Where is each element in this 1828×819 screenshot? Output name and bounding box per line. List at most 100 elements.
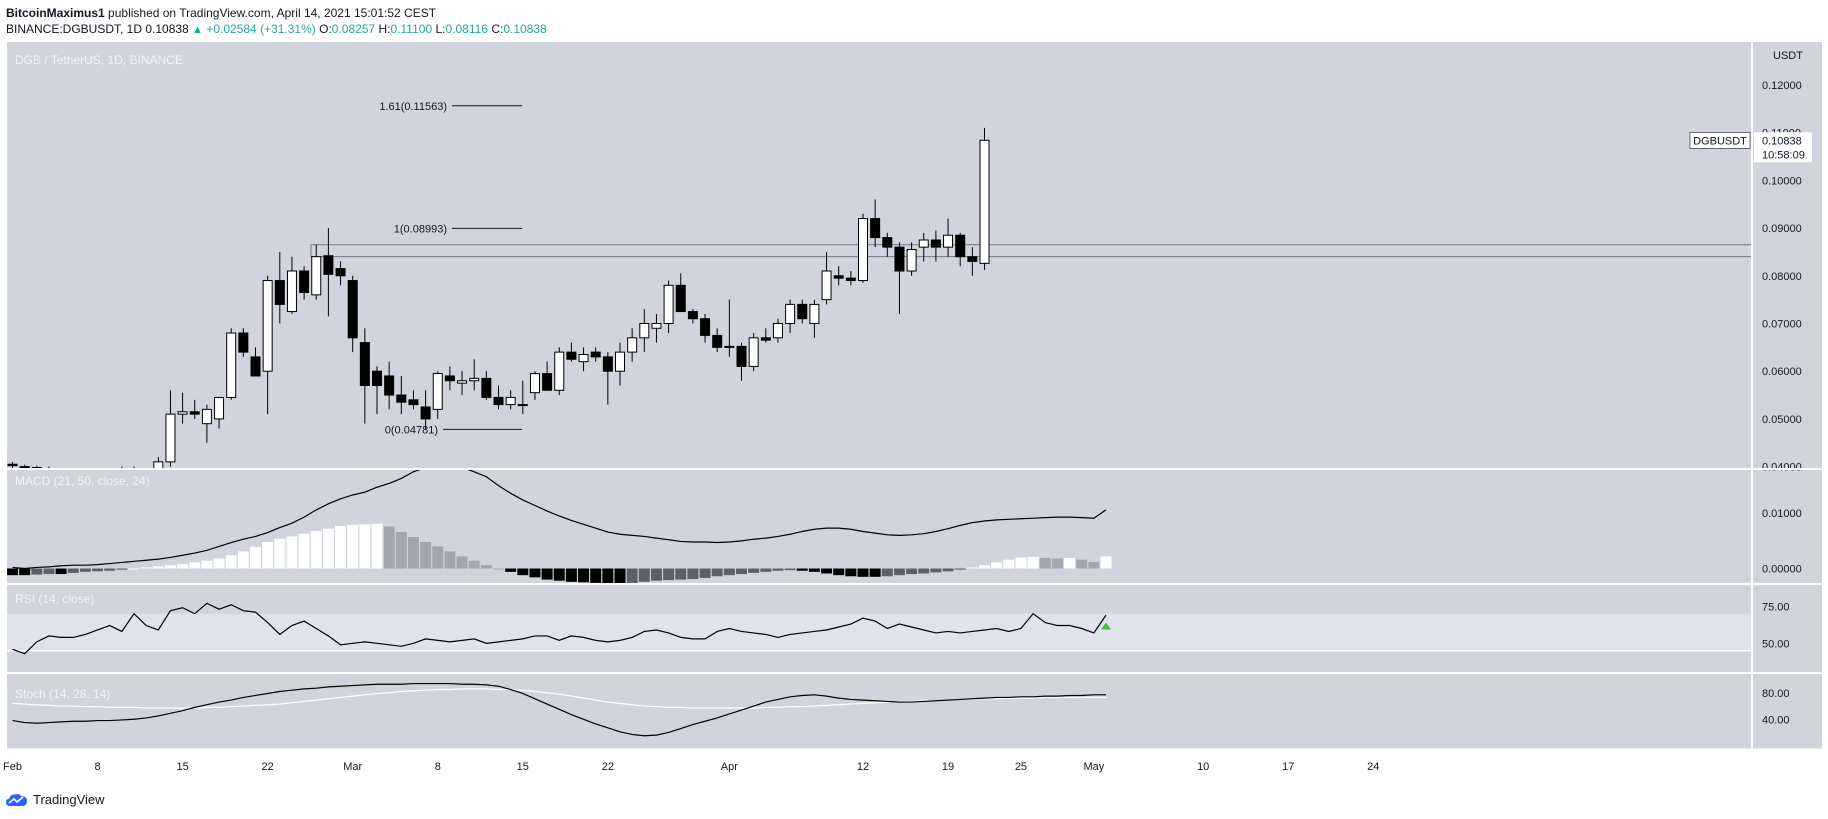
candle-body-up (529, 373, 540, 394)
candle-body-down (542, 373, 553, 391)
candle (700, 313, 711, 343)
macd-histogram-bar (310, 530, 322, 569)
macd-histogram-bar (1064, 558, 1076, 569)
macd-histogram-bar (262, 541, 274, 569)
stoch-pane-title: Stoch (14, 28, 14) (15, 687, 110, 701)
time-axis-tick-label: 8 (94, 761, 100, 773)
candle (566, 342, 577, 362)
macd-pane[interactable]: 0.00000 0.01000 (7, 465, 1802, 584)
price-axis-tick-label: 0.09000 (1762, 223, 1802, 235)
candle-body-down (955, 234, 966, 258)
macd-histogram-bar (1088, 561, 1100, 569)
macd-histogram-bar (942, 568, 954, 572)
time-axis-tick-label: 10 (1197, 761, 1209, 773)
macd-histogram-bar (736, 568, 747, 575)
up-triangle-icon: ▲ (192, 24, 203, 36)
macd-histogram-bar (371, 523, 383, 569)
time-axis-tick-label: Apr (721, 761, 738, 773)
macd-histogram-bar (201, 560, 213, 569)
candle-body-down (299, 270, 310, 293)
candle (627, 328, 638, 362)
time-axis-tick-label: Mar (343, 761, 362, 773)
macd-histogram-bar (79, 568, 91, 572)
macd-histogram-bar (225, 555, 237, 569)
symbol-name[interactable]: BINANCE:DGBUSDT, 1D (6, 22, 143, 36)
macd-histogram-bar (213, 558, 225, 569)
candle (493, 385, 504, 410)
rsi-plot-area (7, 584, 1752, 673)
candle-body-down (833, 275, 844, 279)
candle (262, 275, 273, 415)
macd-histogram-bar (104, 568, 116, 571)
rsi-axis-tick-label: 50.00 (1762, 638, 1790, 650)
candle-body-up (772, 322, 783, 339)
time-axis-tick-label: 22 (602, 761, 614, 773)
macd-histogram-bar (991, 562, 1003, 569)
macd-histogram-bar (808, 568, 820, 572)
candle (760, 328, 771, 343)
candle-body-down (930, 239, 941, 248)
candle (201, 404, 212, 443)
time-axis[interactable]: Feb 8 15 22 Mar 8 15 22 Apr 12 19 25 May 10 17 24 (3, 761, 1379, 773)
candle (311, 244, 322, 300)
low-label: L: (435, 22, 446, 36)
candle (639, 309, 650, 353)
rsi-signal-up-triangle-icon (1101, 622, 1111, 630)
macd-histogram-bar (966, 567, 978, 569)
tradingview-footer[interactable]: TradingView (6, 792, 105, 807)
candle-body-up (554, 351, 565, 391)
candle-body-up (979, 139, 990, 264)
candle (675, 273, 686, 313)
candle-body-down (420, 406, 431, 420)
rsi-axis-tick-label: 75.00 (1762, 601, 1790, 613)
candle-body-down (493, 396, 504, 406)
stoch-k-line (12, 682, 1106, 737)
candle (372, 366, 382, 415)
fib-level-label: 0(0.04781) (385, 424, 438, 436)
macd-histogram-bar (541, 568, 553, 580)
price-pane[interactable]: 1.61(0.11563) 1(0.08993) 0(0.04781) 0.04000… (7, 80, 1812, 495)
author-name[interactable]: BitcoinMaximus1 (6, 6, 105, 20)
candle (772, 318, 783, 343)
candle (615, 342, 625, 386)
candle (833, 266, 844, 286)
stoch-pane[interactable]: 40.00 80.00 (12, 682, 1790, 737)
macd-histogram-bar (92, 568, 104, 572)
macd-histogram-bar (55, 568, 67, 575)
candle-body-down (602, 356, 613, 372)
price-axis-tick-label: 0.12000 (1762, 80, 1802, 92)
candle-body-down (189, 411, 200, 415)
time-axis-tick-label: Feb (3, 761, 22, 773)
candle (347, 275, 358, 353)
candle-body-down (274, 280, 285, 305)
time-axis-tick-label: 12 (857, 761, 869, 773)
macd-histogram-bar (723, 568, 735, 576)
candle (457, 371, 468, 396)
candle-body-down (359, 342, 370, 387)
candle (882, 232, 893, 257)
pane-separators[interactable] (7, 42, 1822, 750)
macd-histogram-bar (480, 565, 492, 569)
price-change: +0.02584 (+31.31%) (206, 22, 316, 36)
candle-body-down (335, 268, 346, 277)
candle (469, 359, 480, 391)
rsi-pane-title: RSI (14, close) (15, 592, 94, 606)
macd-histogram-bar (456, 556, 468, 569)
candle (809, 299, 820, 338)
candle (481, 371, 492, 400)
price-axis-tick-label: 0.08000 (1762, 271, 1802, 283)
rsi-pane[interactable]: 50.00 75.00 (7, 584, 1790, 673)
candle-body-up (821, 270, 832, 301)
candle-body-up (748, 337, 759, 367)
chart-canvas[interactable]: 1.61(0.11563) 1(0.08993) 0(0.04781) 0.04000… (0, 42, 1828, 782)
macd-histogram-bar (1003, 559, 1015, 569)
macd-histogram-bar (140, 567, 152, 569)
candle-body-down (444, 375, 455, 382)
macd-histogram-bar (881, 568, 893, 577)
candle (177, 392, 188, 424)
price-axis-tick-label: 0.05000 (1762, 414, 1802, 426)
candle (785, 299, 796, 334)
candle-body-down (687, 311, 698, 320)
macd-histogram-bar (906, 568, 918, 575)
macd-histogram-bar (505, 568, 517, 572)
